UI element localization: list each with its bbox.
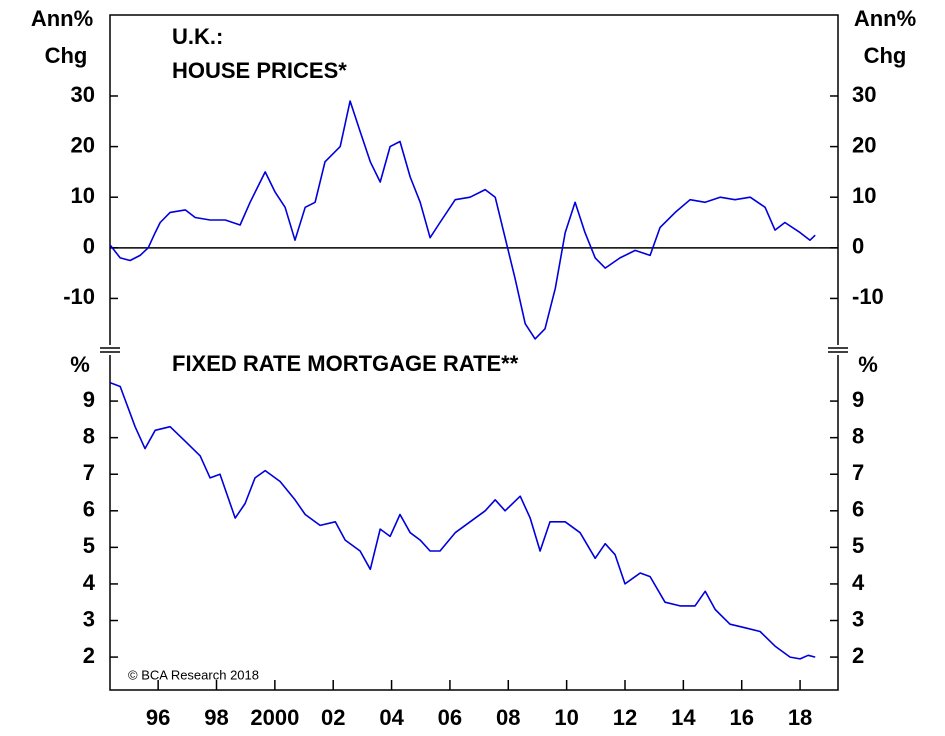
y-tick-label: 10 [71, 183, 95, 208]
y-axis-label: % [70, 352, 90, 377]
bottom-panel-frame [109, 355, 839, 691]
x-tick-label: 14 [671, 705, 696, 730]
y-tick-label: 2 [83, 643, 95, 668]
y-tick-label: 6 [83, 497, 95, 522]
y2-axis-label: Chg [864, 43, 907, 68]
y2-tick-label: 30 [852, 82, 876, 107]
y-tick-label: 20 [71, 132, 95, 157]
y2-tick-label: 9 [852, 387, 864, 412]
data-line [110, 382, 816, 660]
y2-tick-label: -10 [852, 284, 884, 309]
y-tick-label: 30 [71, 82, 95, 107]
y2-tick-label: 3 [852, 606, 864, 631]
y-tick-label: 5 [83, 533, 95, 558]
y2-tick-label: 8 [852, 423, 864, 448]
chart-title: U.K.: [172, 24, 223, 49]
y2-tick-label: 2 [852, 643, 864, 668]
y-tick-label: 3 [83, 606, 95, 631]
y2-tick-label: 5 [852, 533, 864, 558]
y2-axis-label: Ann% [854, 6, 916, 31]
y-tick-label: 8 [83, 423, 95, 448]
y-axis-label: Chg [45, 43, 88, 68]
x-tick-label: 06 [438, 705, 462, 730]
y2-axis-label: % [858, 352, 878, 377]
y-tick-label: 0 [83, 234, 95, 259]
x-tick-label: 12 [613, 705, 637, 730]
x-tick-label: 2000 [250, 705, 299, 730]
x-tick-label: 16 [729, 705, 753, 730]
y2-tick-label: 6 [852, 497, 864, 522]
y-tick-label: 4 [83, 570, 96, 595]
y-axis-label: Ann% [31, 6, 93, 31]
y2-tick-label: 0 [852, 234, 864, 259]
x-tick-label: 18 [788, 705, 812, 730]
y2-tick-label: 4 [852, 570, 865, 595]
y2-tick-label: 10 [852, 183, 876, 208]
x-tick-label: 04 [379, 705, 404, 730]
x-tick-label: 08 [496, 705, 520, 730]
data-line [109, 100, 816, 340]
x-tick-label: 98 [204, 705, 228, 730]
chart-title: HOUSE PRICES* [172, 58, 347, 83]
x-tick-label: 96 [146, 705, 170, 730]
axis-break [100, 347, 848, 353]
y-tick-label: 7 [83, 460, 95, 485]
annotation: © BCA Research 2018 [128, 667, 259, 682]
x-tick-label: 10 [554, 705, 578, 730]
x-tick-label: 02 [321, 705, 345, 730]
y2-tick-label: 7 [852, 460, 864, 485]
y-tick-label: -10 [63, 284, 95, 309]
y-tick-label: 9 [83, 387, 95, 412]
chart-title: FIXED RATE MORTGAGE RATE** [172, 351, 519, 376]
y2-tick-label: 20 [852, 132, 876, 157]
top-panel-frame [109, 14, 839, 345]
